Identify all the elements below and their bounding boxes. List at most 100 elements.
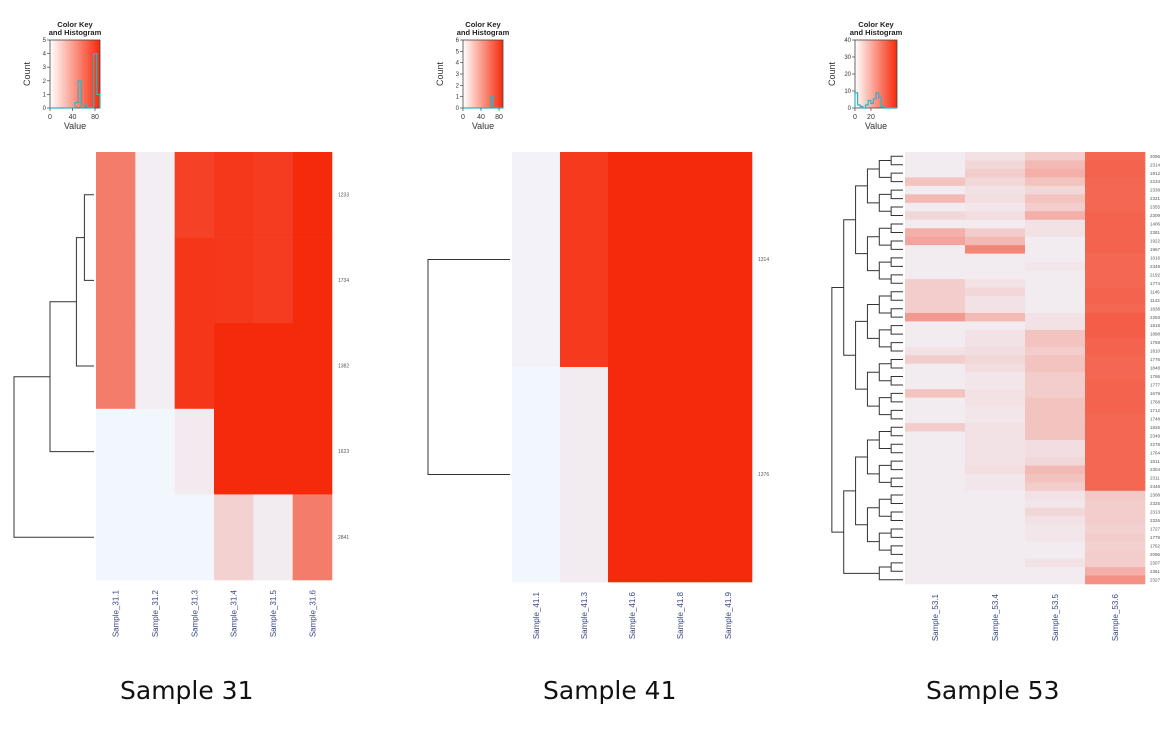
row-label: 1233 xyxy=(338,192,349,198)
heatmap-cell xyxy=(905,431,966,441)
heatmap-cell xyxy=(1085,338,1146,348)
heatmap-cell xyxy=(1025,236,1086,246)
heatmap-cell xyxy=(1085,389,1146,398)
dendrogram-branch xyxy=(83,194,94,281)
dendrogram-branch xyxy=(878,159,892,178)
dendrogram-branch xyxy=(890,494,903,505)
heatmap-cell xyxy=(174,494,215,581)
column-label: Sample_31.6 xyxy=(308,589,317,637)
heatmap-cell xyxy=(96,408,136,495)
heatmap-cell xyxy=(704,152,753,368)
row-label: 2307 xyxy=(1150,560,1161,565)
row-label: 2234 xyxy=(1150,179,1161,184)
heatmap-cell xyxy=(965,185,1026,195)
heatmap-cell xyxy=(704,367,753,583)
key-y-label: Count xyxy=(22,62,32,87)
heatmap-cell xyxy=(905,346,966,356)
heatmap-cell xyxy=(905,304,966,314)
row-label: 1623 xyxy=(338,449,349,455)
heatmap-cell xyxy=(1025,160,1086,170)
heatmap-cell xyxy=(1085,270,1146,280)
column-label: Sample_53.6 xyxy=(1111,593,1120,641)
heatmap-cell xyxy=(1085,304,1146,314)
row-label: 2313 xyxy=(1150,510,1161,515)
color-key-gradient xyxy=(49,39,101,109)
key-x-tick-label: 80 xyxy=(495,114,503,121)
heatmap-cell xyxy=(965,312,1026,322)
row-label: 1768 xyxy=(1150,399,1161,404)
heatmap-cell xyxy=(965,406,1026,415)
heatmap-cell xyxy=(214,494,254,581)
heatmap-cell xyxy=(214,152,254,238)
row-label: 2311 xyxy=(1150,476,1160,481)
heatmap-cell xyxy=(1025,499,1086,509)
heatmap-cell xyxy=(965,168,1026,178)
row-label: 1758 xyxy=(1150,340,1161,345)
dendrogram-branch xyxy=(855,320,868,390)
row-label: 1376 xyxy=(758,472,769,478)
column-label: Sample_53.1 xyxy=(931,593,940,641)
heatmap-cell xyxy=(1085,168,1146,178)
heatmap-cell xyxy=(135,408,175,495)
heatmap-cell xyxy=(905,524,966,534)
heatmap-cell xyxy=(1025,253,1086,263)
heatmap-cell xyxy=(1025,397,1086,407)
heatmap-cell xyxy=(1025,380,1086,390)
heatmap-cell xyxy=(905,448,966,458)
column-label: Sample_41.3 xyxy=(580,591,589,639)
heatmap-cell xyxy=(905,228,966,238)
heatmap-cell xyxy=(1085,194,1146,204)
heatmap-cell xyxy=(1025,219,1086,229)
heatmap-cell xyxy=(174,408,215,495)
heatmap-cell xyxy=(965,287,1026,297)
heatmap-cell xyxy=(1025,211,1086,221)
heatmap-cell xyxy=(905,465,966,475)
heatmap-cell xyxy=(905,533,966,542)
heatmap-cell xyxy=(560,367,609,583)
heatmap-cell xyxy=(905,355,966,365)
heatmap-cell xyxy=(965,329,1026,339)
dendrogram-branch xyxy=(890,257,903,267)
column-label: Sample_41.1 xyxy=(532,591,541,639)
heatmap-cell xyxy=(905,440,966,449)
heatmap-cell xyxy=(965,219,1026,229)
heatmap-cell xyxy=(965,253,1026,263)
heatmap-cell xyxy=(1085,380,1146,390)
row-label: 2349 xyxy=(1150,264,1161,269)
heatmap-cell xyxy=(965,499,1026,509)
row-label: 2349 xyxy=(1150,433,1161,438)
key-y-tick-label: 20 xyxy=(844,72,851,78)
key-y-tick-label: 10 xyxy=(844,89,851,95)
heatmap-cells xyxy=(905,152,1146,585)
heatmap-cell xyxy=(965,541,1026,551)
heatmap-cell xyxy=(965,448,1026,458)
row-label: 1748 xyxy=(1150,416,1161,421)
dendrogram-branch xyxy=(843,219,856,356)
dendrogram-branch xyxy=(890,240,903,250)
row-label: 1314 xyxy=(758,257,769,263)
heatmap-cell xyxy=(905,473,966,483)
heatmap-cell xyxy=(1085,372,1146,382)
heatmap-cell xyxy=(1025,440,1086,449)
heatmap-cell xyxy=(965,507,1026,517)
heatmap-cell xyxy=(1025,414,1086,424)
key-y-tick-label: 6 xyxy=(456,38,460,44)
row-label: 1779 xyxy=(1150,535,1161,540)
heatmap-cell xyxy=(965,228,1026,238)
heatmap-cell xyxy=(1085,473,1146,483)
column-label: Sample_41.8 xyxy=(676,591,685,639)
heatmap-cell xyxy=(1085,202,1146,212)
heatmap-cell xyxy=(965,270,1026,280)
column-label: Sample_53.5 xyxy=(1051,593,1060,641)
heatmap-cell xyxy=(1025,270,1086,280)
heatmap-cell xyxy=(905,490,966,500)
color-key-title: Color Key xyxy=(858,20,894,29)
heatmap-cell xyxy=(1025,296,1086,305)
column-label: Sample_31.3 xyxy=(190,589,199,637)
heatmap-panel-sample-41: Color Key and Histogram 0 1 2 3 4 5 6 0 40 80 Value C… xyxy=(390,0,790,735)
heatmap-cell xyxy=(905,194,966,204)
heatmap-cell xyxy=(253,152,293,238)
heatmap-cell xyxy=(965,245,1026,254)
heatmap-cell xyxy=(1025,202,1086,212)
heatmap-cell xyxy=(1085,245,1146,254)
